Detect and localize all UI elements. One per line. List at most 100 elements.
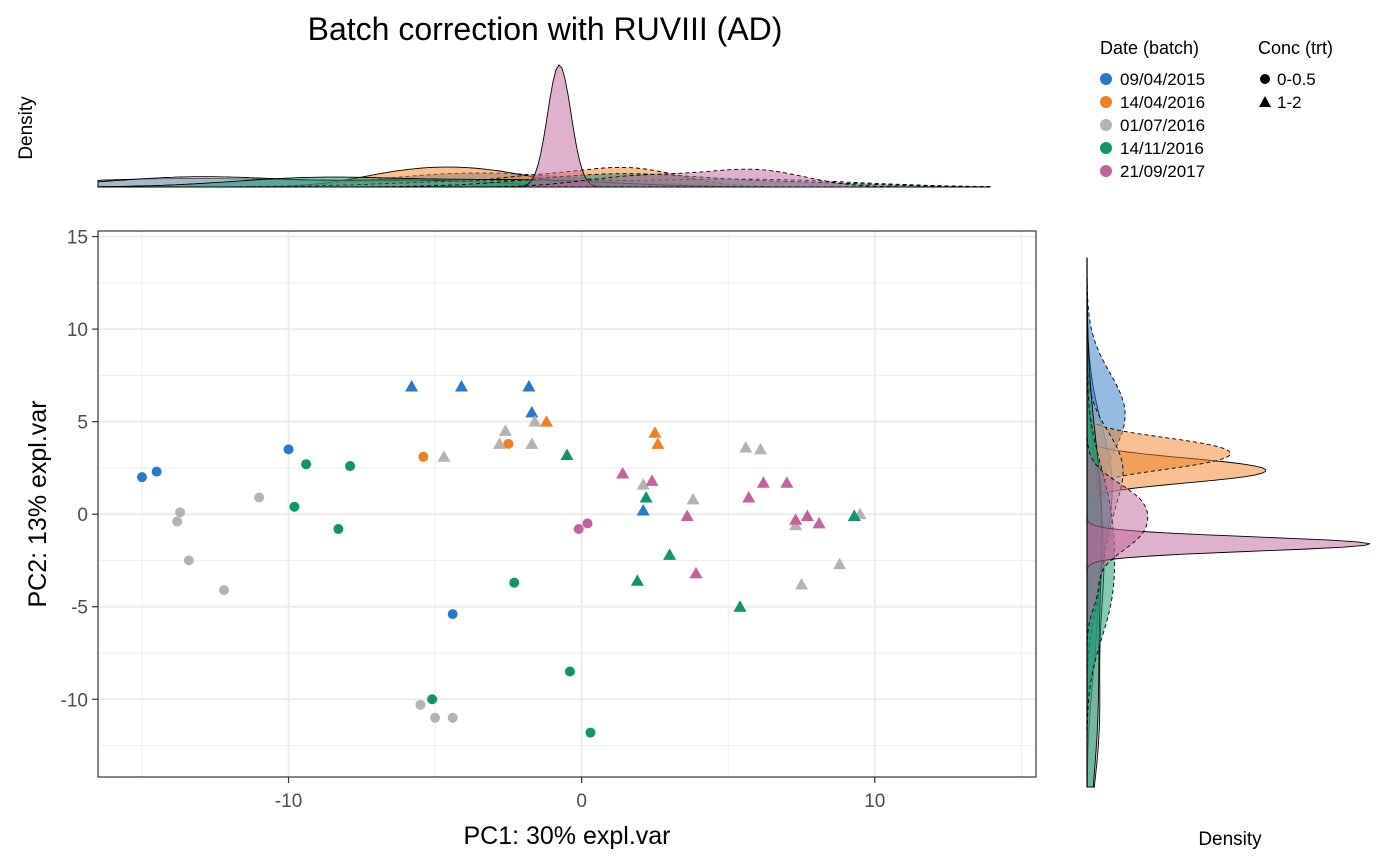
data-point-triangle [636, 503, 650, 516]
data-point-triangle [756, 476, 770, 488]
x-tick-label: 10 [864, 791, 885, 812]
data-point-triangle [539, 415, 553, 427]
data-point-triangle [525, 405, 539, 418]
data-point-triangle [636, 478, 650, 490]
y-tick-label: 10 [67, 320, 88, 341]
data-point-triangle [528, 415, 542, 427]
data-point-triangle [651, 437, 665, 449]
top-density-label: Density [16, 96, 37, 160]
legend-shape-label: 1-2 [1277, 93, 1302, 112]
data-point-circle [183, 555, 194, 566]
data-point-triangle [795, 578, 808, 590]
data-point-circle [418, 451, 429, 462]
data-point-triangle [493, 437, 507, 449]
shape-legend-title: Conc (trt) [1258, 38, 1333, 58]
y-axis: -10 -5 0 5 10 15 [61, 228, 98, 711]
data-point-triangle [648, 426, 662, 438]
data-point-triangle [454, 379, 468, 392]
data-point-circle [564, 666, 575, 677]
data-point-triangle [522, 379, 536, 392]
legend-color-label: 21/09/2017 [1120, 162, 1205, 181]
x-axis: -10 0 10 [275, 777, 885, 812]
legend-shape-circle [1260, 74, 1270, 84]
legend-color-label: 01/07/2016 [1120, 116, 1205, 135]
y-tick-label: 0 [77, 505, 88, 526]
data-point-circle [345, 461, 356, 472]
data-point-triangle [616, 466, 630, 479]
legend-shape-triangle [1259, 96, 1271, 107]
right-density-label: Density [1198, 829, 1262, 850]
data-point-circle [585, 727, 596, 738]
data-point-circle [289, 501, 300, 512]
data-point-triangle [689, 566, 703, 579]
data-point-circle [175, 507, 186, 518]
data-point-circle [503, 438, 514, 449]
data-point-circle [219, 585, 230, 596]
data-point-circle [136, 472, 147, 483]
plot-border [97, 230, 1037, 778]
data-point-triangle [812, 516, 826, 529]
data-point-triangle [630, 574, 644, 586]
x-tick-label: 0 [576, 791, 587, 812]
data-point-triangle [833, 557, 847, 570]
shape-legend-entries: 0-0.5 1-2 [1259, 70, 1316, 112]
right-density-panel [1086, 257, 1371, 788]
legend-color-label: 09/04/2015 [1120, 70, 1205, 89]
data-point-circle [172, 516, 183, 527]
legend-color-swatch [1100, 165, 1112, 177]
data-point-circle [301, 459, 312, 470]
data-point-triangle [686, 492, 700, 505]
data-point-triangle [525, 437, 539, 449]
top-density-curve [98, 168, 990, 188]
data-point-triangle [437, 450, 451, 462]
color-legend-title: Date (batch) [1100, 38, 1199, 58]
data-point-triangle [645, 474, 659, 486]
data-point-circle [573, 523, 584, 534]
plot-background [98, 231, 1036, 777]
legend-shape-label: 0-0.5 [1277, 70, 1316, 89]
data-point-circle [447, 712, 458, 723]
data-point-circle [509, 577, 520, 588]
y-tick-label: 15 [67, 228, 88, 249]
y-tick-label: 5 [77, 413, 88, 434]
data-point-triangle [733, 600, 747, 612]
data-point-triangle [753, 442, 767, 455]
x-tick-label: -10 [275, 791, 302, 812]
data-point-circle [427, 694, 438, 705]
data-point-triangle [847, 509, 861, 522]
y-tick-label: -5 [71, 598, 88, 619]
y-axis-label: PC2: 13% expl.var [24, 400, 52, 607]
data-point-circle [333, 523, 344, 534]
data-point-triangle [560, 448, 574, 460]
data-points [136, 379, 867, 738]
legend-color-swatch [1100, 119, 1112, 131]
legend-color-label: 14/04/2016 [1120, 93, 1205, 112]
data-point-circle [415, 699, 426, 710]
data-point-triangle [639, 491, 653, 503]
data-point-circle [582, 518, 593, 529]
data-point-circle [283, 444, 294, 455]
gridlines [98, 231, 1036, 777]
data-point-circle [430, 712, 441, 723]
data-point-circle [254, 492, 265, 503]
data-point-triangle [498, 424, 512, 436]
color-legend-entries: 09/04/2015 14/04/2016 01/07/2016 14/11/2016… [1100, 70, 1205, 181]
data-point-circle [151, 466, 162, 477]
data-point-triangle [780, 476, 794, 488]
y-tick-label: -10 [61, 690, 88, 711]
legend-color-swatch [1100, 73, 1112, 85]
x-axis-label: PC1: 30% expl.var [463, 822, 670, 850]
top-density-curve [98, 64, 990, 188]
data-point-triangle [680, 509, 694, 522]
data-point-triangle [405, 379, 419, 392]
legend-color-swatch [1100, 96, 1112, 108]
chart-title: Batch correction with RUVIII (AD) [308, 11, 783, 47]
legend-color-label: 14/11/2016 [1120, 139, 1204, 158]
data-point-triangle [663, 548, 677, 560]
data-point-triangle [800, 509, 814, 522]
top-density-panel [97, 64, 991, 188]
data-point-circle [447, 609, 458, 620]
legend-color-swatch [1100, 142, 1112, 154]
data-point-triangle [742, 491, 756, 503]
